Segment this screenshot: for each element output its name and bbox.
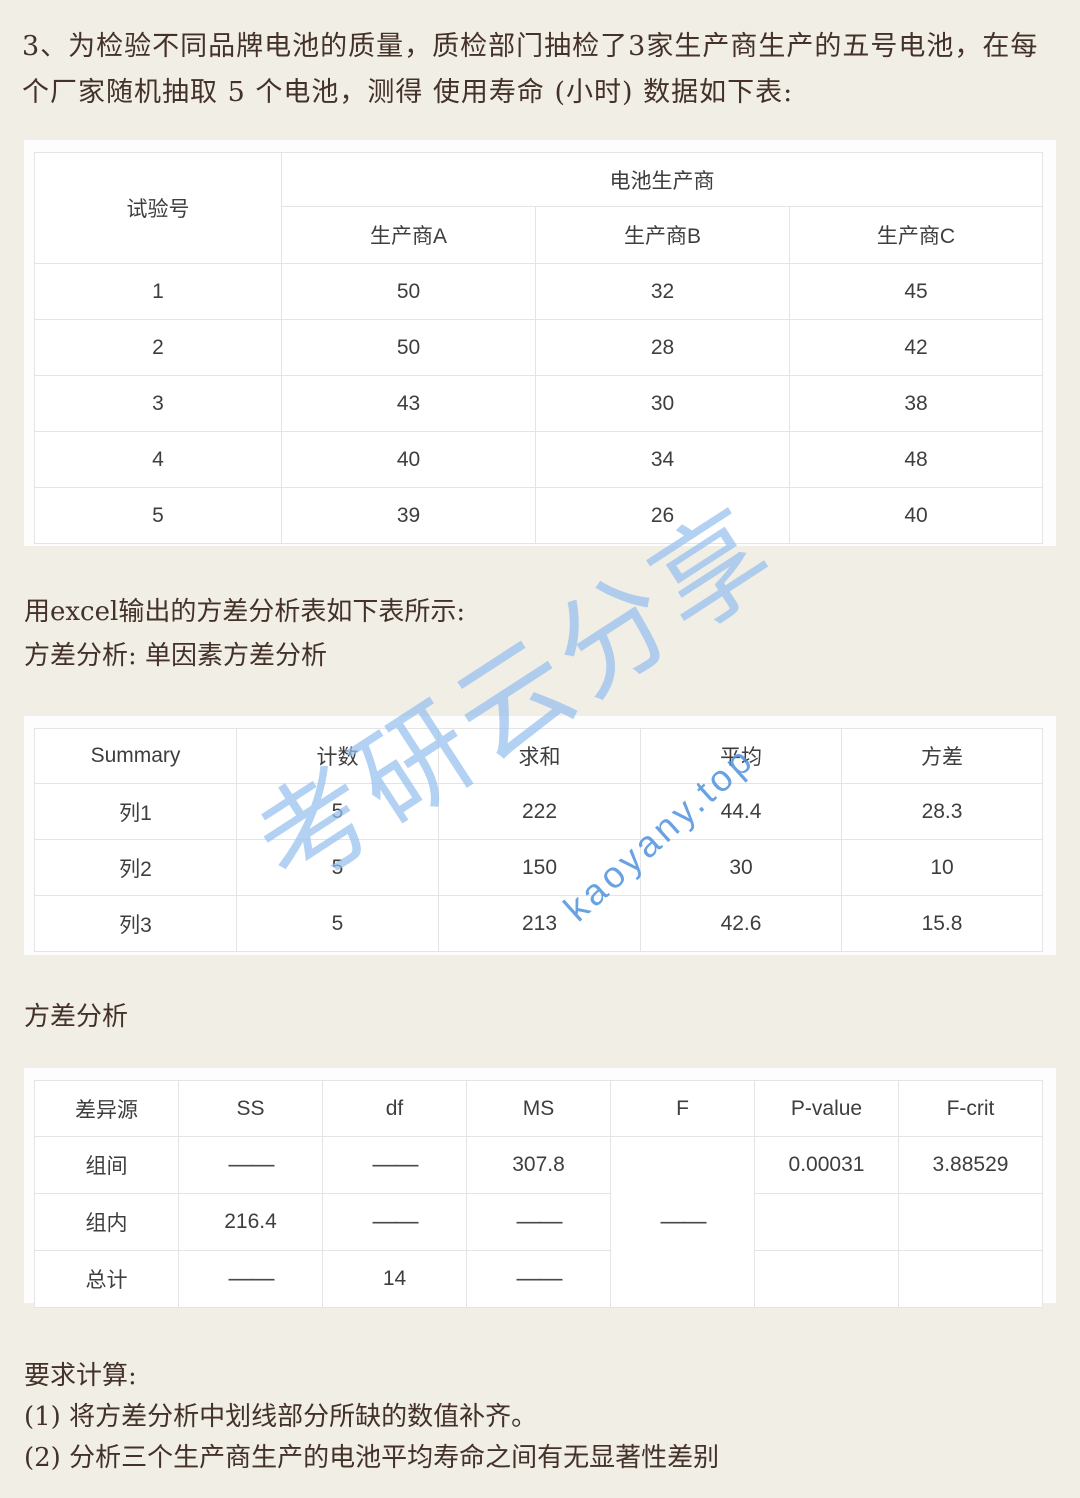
question-text: 3、为检验不同品牌电池的质量，质检部门抽检了3家生产商生产的五号电池，在每 个厂… (22, 24, 1052, 116)
f-crit-cell: 3.88529 (898, 1136, 1043, 1194)
ms-header: MS (466, 1080, 611, 1137)
value-cell: 34 (535, 431, 790, 488)
count-cell: 5 (236, 783, 439, 840)
table-row: 总计 —— 14 —— (34, 1250, 1043, 1308)
requirements-title: 要求计算: (24, 1361, 137, 1391)
value-cell: 50 (281, 263, 536, 320)
question-line-1: 3、为检验不同品牌电池的质量，质检部门抽检了3家生产商生产的五号电池，在每 (22, 31, 1039, 62)
p-value-cell: 0.00031 (754, 1136, 899, 1194)
sum-header: 求和 (438, 728, 641, 784)
f-header: F (610, 1080, 755, 1137)
battery-life-table: 试验号 电池生产商 生产商A 生产商B 生产商C 1 50 32 45 2 50… (34, 152, 1043, 544)
df-missing-cell: —— (322, 1193, 467, 1251)
excel-intro-line-2: 方差分析: 单因素方差分析 (24, 641, 328, 671)
trial-cell: 5 (34, 487, 282, 544)
requirement-2: (2) 分析三个生产商生产的电池平均寿命之间有无显著性差别 (24, 1443, 720, 1473)
value-cell: 32 (535, 263, 790, 320)
df-header: df (322, 1080, 467, 1137)
df-missing-cell: —— (322, 1136, 467, 1194)
value-cell: 40 (789, 487, 1043, 544)
trial-cell: 2 (34, 319, 282, 376)
f-crit-empty-cell (898, 1250, 1043, 1308)
value-cell: 26 (535, 487, 790, 544)
f-crit-empty-cell (898, 1193, 1043, 1251)
value-cell: 28 (535, 319, 790, 376)
value-cell: 30 (535, 375, 790, 432)
value-cell: 50 (281, 319, 536, 376)
producer-group-header: 电池生产商 (281, 152, 1043, 207)
ms-cell: 307.8 (466, 1136, 611, 1194)
f-missing-cell: —— (610, 1136, 755, 1308)
sum-cell: 222 (438, 783, 641, 840)
ms-missing-cell: —— (466, 1193, 611, 1251)
variance-cell: 15.8 (841, 895, 1043, 952)
value-cell: 39 (281, 487, 536, 544)
p-value-header: P-value (754, 1080, 899, 1137)
value-cell: 40 (281, 431, 536, 488)
source-cell: 总计 (34, 1250, 179, 1308)
ss-missing-cell: —— (178, 1250, 323, 1308)
sum-cell: 213 (438, 895, 641, 952)
p-value-empty-cell (754, 1193, 899, 1251)
group-name-cell: 列2 (34, 839, 237, 896)
sum-cell: 150 (438, 839, 641, 896)
value-cell: 43 (281, 375, 536, 432)
trial-number-header: 试验号 (34, 152, 282, 264)
df-cell: 14 (322, 1250, 467, 1308)
p-value-empty-cell (754, 1250, 899, 1308)
table-row: 列2 5 150 30 10 (34, 839, 1043, 896)
variance-cell: 10 (841, 839, 1043, 896)
ss-cell: 216.4 (178, 1193, 323, 1251)
value-cell: 42 (789, 319, 1043, 376)
value-cell: 38 (789, 375, 1043, 432)
summary-header: Summary (34, 728, 237, 784)
requirement-1: (1) 将方差分析中划线部分所缺的数值补齐。 (24, 1402, 538, 1432)
trial-cell: 4 (34, 431, 282, 488)
table-row: 组内 216.4 —— —— (34, 1193, 1043, 1251)
ss-missing-cell: —— (178, 1136, 323, 1194)
excel-intro-text: 用excel输出的方差分析表如下表所示: 方差分析: 单因素方差分析 (24, 590, 465, 678)
anova-table-container: 差异源 SS df MS F P-value F-crit 组间 —— —— 3… (24, 1068, 1056, 1308)
producer-c-header: 生产商C (789, 206, 1043, 264)
producer-b-header: 生产商B (535, 206, 790, 264)
trial-cell: 3 (34, 375, 282, 432)
table-row: 3 43 30 38 (34, 375, 1043, 432)
count-header: 计数 (236, 728, 439, 784)
excel-intro-line-1: 用excel输出的方差分析表如下表所示: (24, 597, 466, 627)
table-row: 列1 5 222 44.4 28.3 (34, 783, 1043, 840)
requirements-text: 要求计算: (1) 将方差分析中划线部分所缺的数值补齐。 (2) 分析三个生产商… (24, 1356, 719, 1479)
count-cell: 5 (236, 839, 439, 896)
ms-missing-cell: —— (466, 1250, 611, 1308)
mean-cell: 44.4 (640, 783, 842, 840)
table-row: 组间 —— —— 307.8 —— 0.00031 3.88529 (34, 1136, 1043, 1308)
value-cell: 45 (789, 263, 1043, 320)
mean-cell: 42.6 (640, 895, 842, 952)
summary-table-container: Summary 计数 求和 平均 方差 列1 5 222 44.4 28.3 列… (24, 716, 1056, 955)
anova-table: 差异源 SS df MS F P-value F-crit 组间 —— —— 3… (34, 1080, 1043, 1308)
anova-section-label: 方差分析 (24, 1002, 129, 1032)
source-header: 差异源 (34, 1080, 179, 1137)
summary-table: Summary 计数 求和 平均 方差 列1 5 222 44.4 28.3 列… (34, 728, 1043, 952)
variance-cell: 28.3 (841, 783, 1043, 840)
value-cell: 48 (789, 431, 1043, 488)
variance-header: 方差 (841, 728, 1043, 784)
producer-a-header: 生产商A (281, 206, 536, 264)
group-name-cell: 列1 (34, 783, 237, 840)
table-row: 列3 5 213 42.6 15.8 (34, 895, 1043, 952)
table-row: 5 39 26 40 (34, 487, 1043, 544)
source-cell: 组内 (34, 1193, 179, 1251)
table-row: 2 50 28 42 (34, 319, 1043, 376)
f-crit-header: F-crit (898, 1080, 1043, 1137)
source-cell: 组间 (34, 1136, 179, 1194)
question-line-2: 个厂家随机抽取 5 个电池，测得 使用寿命 (小时) 数据如下表: (22, 77, 794, 108)
trial-cell: 1 (34, 263, 282, 320)
table-row: 1 50 32 45 (34, 263, 1043, 320)
ss-header: SS (178, 1080, 323, 1137)
count-cell: 5 (236, 895, 439, 952)
group-name-cell: 列3 (34, 895, 237, 952)
mean-header: 平均 (640, 728, 842, 784)
mean-cell: 30 (640, 839, 842, 896)
battery-table-container: 试验号 电池生产商 生产商A 生产商B 生产商C 1 50 32 45 2 50… (24, 140, 1056, 546)
table-row: 4 40 34 48 (34, 431, 1043, 488)
